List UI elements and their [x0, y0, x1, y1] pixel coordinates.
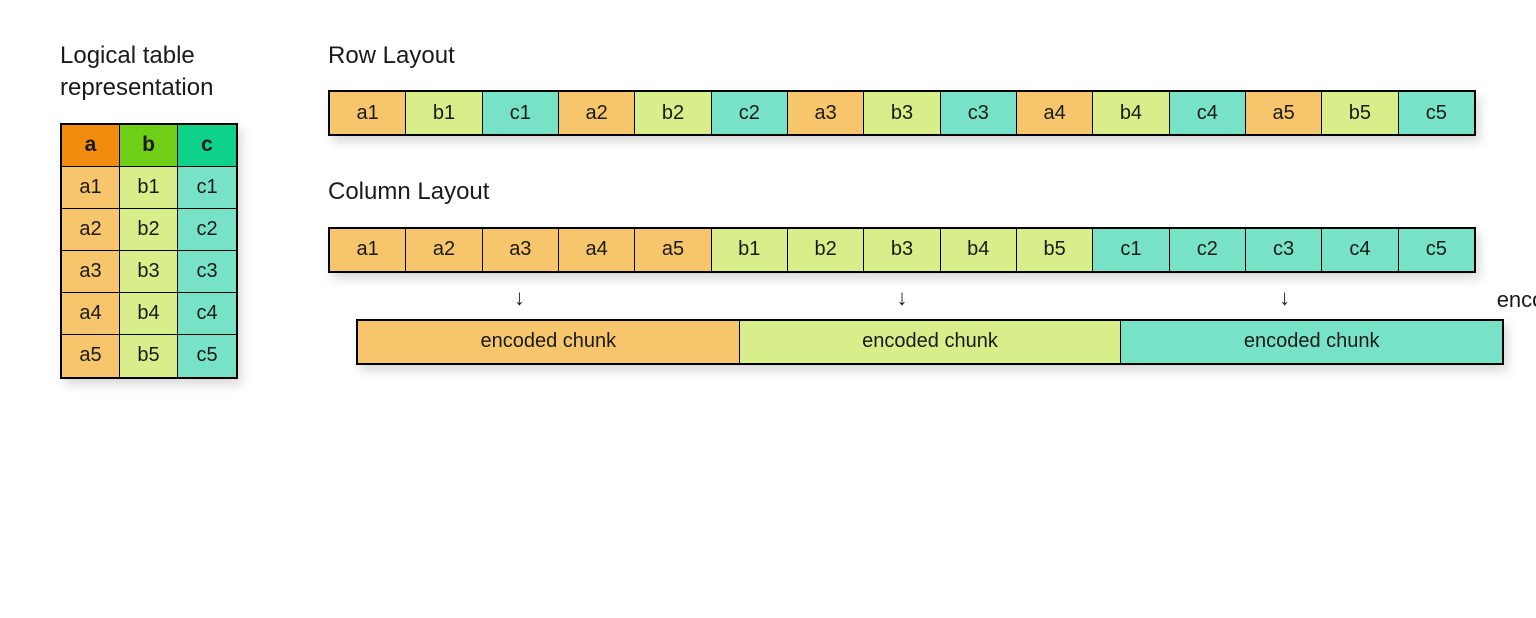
logical-table: abca1b1c1a2b2c2a3b3c3a4b4c4a5b5c5 [60, 123, 238, 379]
strip-cell: b4 [1093, 92, 1169, 134]
strip-cell: b3 [864, 229, 940, 271]
table-cell: a4 [62, 293, 120, 335]
strip-cell: c5 [1399, 229, 1474, 271]
table-cell: a5 [62, 335, 120, 377]
table-row: a3b3c3 [62, 251, 236, 293]
down-arrow-icon: ↓ [328, 287, 711, 309]
logical-title: Logical table representation [60, 40, 238, 105]
strip-cell: c2 [712, 92, 788, 134]
strip-cell: a2 [559, 92, 635, 134]
diagram-container: Logical table representation abca1b1c1a2… [60, 40, 1476, 379]
strip-cell: c4 [1170, 92, 1246, 134]
table-header-row: abc [62, 125, 236, 167]
strip-cell: c5 [1399, 92, 1474, 134]
strip-cell: b4 [941, 229, 1017, 271]
table-cell: c3 [178, 251, 236, 293]
strip-cell: a1 [330, 92, 406, 134]
table-header-cell: c [178, 125, 236, 167]
encoding-arrows-row: ↓↓↓ encoding [328, 287, 1476, 309]
table-cell: b3 [120, 251, 178, 293]
table-cell: c1 [178, 167, 236, 209]
strip-cell: b1 [406, 92, 482, 134]
strip-cell: c2 [1170, 229, 1246, 271]
column-layout-section: Column Layout a1a2a3a4a5b1b2b3b4b5c1c2c3… [328, 176, 1476, 364]
strip-cell: b5 [1322, 92, 1398, 134]
down-arrow-icon: ↓ [711, 287, 1094, 309]
encoding-label: encoding [1497, 287, 1536, 313]
row-layout-strip: a1b1c1a2b2c2a3b3c3a4b4c4a5b5c5 [328, 90, 1476, 136]
table-header-cell: b [120, 125, 178, 167]
row-layout-title: Row Layout [328, 40, 1476, 72]
encoded-chunk: encoded chunk [358, 321, 740, 363]
strip-cell: b2 [635, 92, 711, 134]
encoded-chunk: encoded chunk [740, 321, 1122, 363]
strip-cell: b5 [1017, 229, 1093, 271]
table-cell: b2 [120, 209, 178, 251]
strip-cell: c1 [483, 92, 559, 134]
encoded-chunks-strip: encoded chunkencoded chunkencoded chunk [356, 319, 1504, 365]
table-row: a2b2c2 [62, 209, 236, 251]
table-cell: c4 [178, 293, 236, 335]
table-row: a4b4c4 [62, 293, 236, 335]
table-row: a1b1c1 [62, 167, 236, 209]
table-cell: c5 [178, 335, 236, 377]
strip-cell: a1 [330, 229, 406, 271]
strip-cell: c3 [941, 92, 1017, 134]
layouts-panel: Row Layout a1b1c1a2b2c2a3b3c3a4b4c4a5b5c… [328, 40, 1476, 365]
strip-cell: a3 [483, 229, 559, 271]
strip-cell: c1 [1093, 229, 1169, 271]
strip-cell: c4 [1322, 229, 1398, 271]
strip-cell: a5 [635, 229, 711, 271]
strip-cell: b3 [864, 92, 940, 134]
row-layout-section: Row Layout a1b1c1a2b2c2a3b3c3a4b4c4a5b5c… [328, 40, 1476, 136]
strip-cell: a4 [559, 229, 635, 271]
strip-cell: b2 [788, 229, 864, 271]
table-cell: c2 [178, 209, 236, 251]
table-cell: b5 [120, 335, 178, 377]
table-cell: b1 [120, 167, 178, 209]
encoded-chunk: encoded chunk [1121, 321, 1502, 363]
table-cell: a3 [62, 251, 120, 293]
table-cell: b4 [120, 293, 178, 335]
strip-cell: a3 [788, 92, 864, 134]
column-layout-strip: a1a2a3a4a5b1b2b3b4b5c1c2c3c4c5 [328, 227, 1476, 273]
table-cell: a1 [62, 167, 120, 209]
logical-table-panel: Logical table representation abca1b1c1a2… [60, 40, 238, 379]
table-header-cell: a [62, 125, 120, 167]
strip-cell: a2 [406, 229, 482, 271]
table-cell: a2 [62, 209, 120, 251]
strip-cell: c3 [1246, 229, 1322, 271]
column-layout-title: Column Layout [328, 176, 1476, 208]
down-arrow-icon: ↓ [1093, 287, 1476, 309]
strip-cell: a4 [1017, 92, 1093, 134]
strip-cell: a5 [1246, 92, 1322, 134]
strip-cell: b1 [712, 229, 788, 271]
table-row: a5b5c5 [62, 335, 236, 377]
